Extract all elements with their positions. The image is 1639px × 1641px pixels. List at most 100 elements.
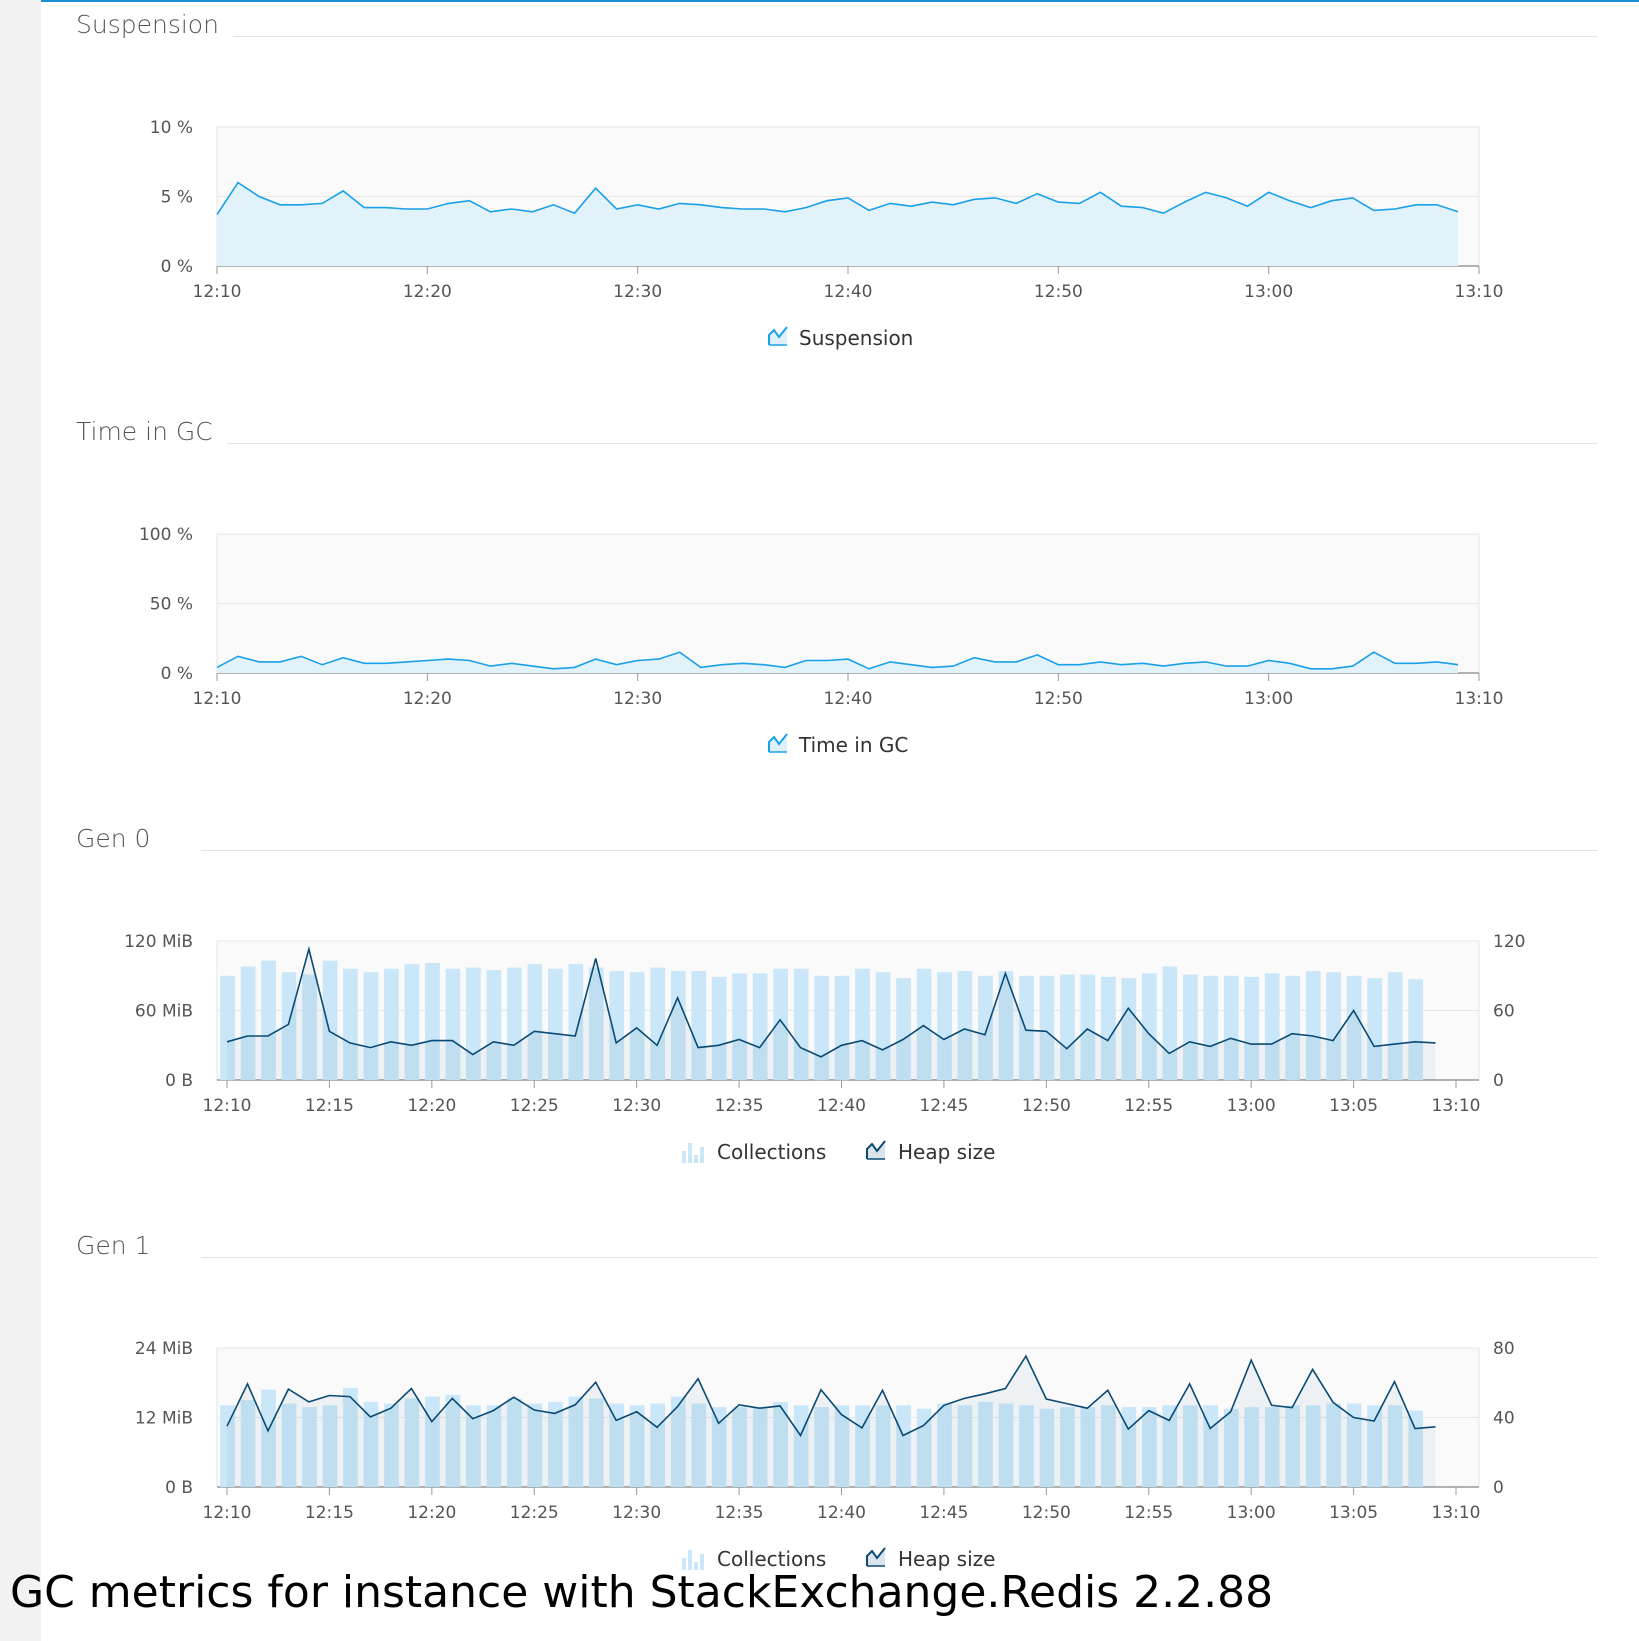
collections-bar xyxy=(978,975,993,1081)
series-line xyxy=(216,651,1459,670)
collections-bar xyxy=(1121,978,1137,1080)
x-tick-label: 12:40 xyxy=(824,282,873,302)
x-tick-label: 12:40 xyxy=(824,689,873,709)
collections-bar xyxy=(1142,1407,1157,1487)
collections-bar xyxy=(1019,1405,1034,1487)
collections-bar xyxy=(1080,974,1096,1080)
collections-bar xyxy=(322,960,338,1080)
collections-bar xyxy=(1039,1408,1055,1487)
collections-bar xyxy=(1101,976,1116,1080)
x-tick-label: 13:00 xyxy=(1227,1096,1276,1116)
y-right-tick-label: 120 xyxy=(1493,932,1525,952)
x-tick-label: 12:30 xyxy=(613,689,662,709)
x-tick-label: 12:20 xyxy=(403,282,452,302)
collections-bar xyxy=(855,968,870,1080)
legend: Suspension xyxy=(768,326,913,350)
collections-bar xyxy=(1223,1408,1239,1487)
x-tick-label: 12:10 xyxy=(203,1096,252,1116)
collections-bar xyxy=(281,1403,297,1487)
icon-bar xyxy=(688,1143,692,1163)
x-tick-label: 13:05 xyxy=(1329,1503,1378,1523)
collections-bar xyxy=(220,1405,235,1487)
x-tick-label: 12:25 xyxy=(510,1503,559,1523)
heap-size-area xyxy=(227,1356,1436,1487)
series-area xyxy=(217,652,1458,673)
collections-bar xyxy=(343,968,358,1080)
collections-bar xyxy=(1346,975,1362,1081)
x-tick-label: 13:00 xyxy=(1244,689,1293,709)
collections-bar xyxy=(691,1403,707,1487)
x-tick-label: 13:10 xyxy=(1432,1096,1481,1116)
y-left-tick-label: 12 MiB xyxy=(135,1409,193,1429)
collections-bar xyxy=(1142,973,1157,1080)
panel-divider xyxy=(201,1257,1598,1258)
icon-bar xyxy=(700,1554,704,1570)
collections-bar xyxy=(609,1403,625,1487)
collections-bar xyxy=(957,971,973,1080)
sidebar-strip xyxy=(0,0,41,1641)
collections-bar xyxy=(445,1394,461,1487)
collections-bar xyxy=(1060,974,1075,1080)
y-tick-label: 0 % xyxy=(161,664,193,684)
collections-bar xyxy=(793,968,809,1080)
collections-bar xyxy=(1387,972,1403,1080)
collections-bar xyxy=(773,968,788,1080)
x-tick-label: 12:35 xyxy=(715,1096,764,1116)
panel-gen1: Gen 1 0 B 12 MiB 24 MiB 0 40 80 12:10 12:15 12:2… xyxy=(41,1221,1598,1628)
collections-bar xyxy=(445,968,461,1080)
collections-bar xyxy=(1162,1405,1178,1487)
collections-bar xyxy=(220,975,235,1081)
x-tick-label: 12:20 xyxy=(403,689,452,709)
collections-bar xyxy=(752,973,768,1080)
bar-chart-icon xyxy=(682,1550,704,1570)
x-tick-label: 12:15 xyxy=(305,1503,354,1523)
heap-size-line xyxy=(226,1354,1436,1438)
y-right-tick-label: 60 xyxy=(1493,1002,1515,1022)
collections-bar xyxy=(937,972,952,1080)
legend-label: Collections xyxy=(717,1140,826,1164)
collections-bar xyxy=(732,1407,747,1487)
collections-bar xyxy=(302,974,317,1080)
line-chart-icon xyxy=(866,1140,886,1160)
icon-bar xyxy=(700,1147,704,1163)
collections-bar xyxy=(916,968,932,1080)
collections-bar xyxy=(1408,1410,1423,1487)
collections-bar xyxy=(425,1396,440,1487)
heap-size-area xyxy=(227,949,1436,1080)
collections-bar xyxy=(240,966,256,1080)
collections-bar xyxy=(1183,974,1198,1080)
collections-bar xyxy=(814,1407,829,1487)
collections-bar xyxy=(548,1401,563,1487)
collections-bar xyxy=(711,976,727,1080)
collections-bar xyxy=(425,963,440,1080)
collections-bar xyxy=(363,972,379,1080)
x-tick-label: 12:55 xyxy=(1124,1096,1173,1116)
collections-bar xyxy=(752,1407,768,1487)
collections-bar xyxy=(1039,975,1055,1081)
collections-bar xyxy=(1183,1405,1198,1487)
gen1-chart: 0 B 12 MiB 24 MiB 0 40 80 12:10 12:15 12:20 12:25… xyxy=(135,1339,1515,1571)
collections-bar xyxy=(957,1405,973,1487)
collections-bar xyxy=(1387,1405,1403,1487)
collections-bar xyxy=(875,972,891,1080)
y-right-tick-label: 40 xyxy=(1493,1409,1515,1429)
collections-bar xyxy=(343,1388,358,1487)
x-tick-label: 12:20 xyxy=(407,1503,456,1523)
y-right-tick-label: 0 xyxy=(1493,1478,1504,1498)
x-tick-label: 13:00 xyxy=(1227,1503,1276,1523)
y-tick-label: 5 % xyxy=(161,188,193,208)
x-tick-label: 12:10 xyxy=(193,282,242,302)
collections-bar xyxy=(322,1405,338,1487)
collections-bar xyxy=(1223,975,1239,1081)
icon-line xyxy=(866,1547,886,1566)
x-tick-label: 12:30 xyxy=(612,1096,661,1116)
collections-bar xyxy=(1019,975,1034,1081)
collections-bar xyxy=(834,975,850,1081)
x-tick-label: 12:50 xyxy=(1022,1503,1071,1523)
collections-bar xyxy=(629,972,645,1080)
collections-bar xyxy=(466,1405,481,1487)
collections-bar xyxy=(486,1405,502,1487)
icon-line xyxy=(768,733,788,752)
collections-bar xyxy=(998,1403,1014,1487)
collections-bar xyxy=(588,967,604,1080)
